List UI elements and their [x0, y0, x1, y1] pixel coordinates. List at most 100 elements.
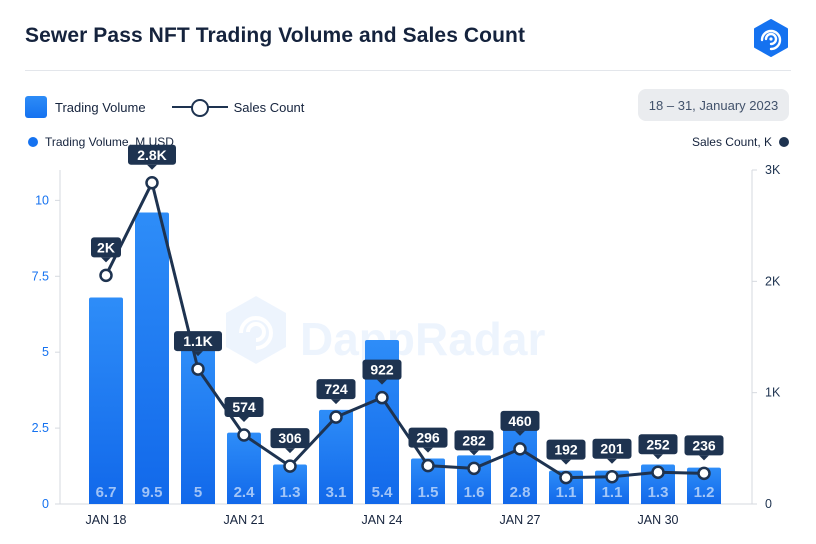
volume-bar-label: 2.4	[234, 484, 256, 501]
volume-bar-label: 1.5	[418, 484, 439, 501]
sales-data-label: 201	[600, 441, 624, 457]
sales-label-box	[128, 144, 176, 165]
sales-label-pointer	[423, 447, 433, 453]
chart-title: Sewer Pass NFT Trading Volume and Sales …	[25, 24, 526, 47]
sales-label-box	[91, 237, 121, 258]
sales-point	[421, 458, 435, 473]
volume-bar	[549, 470, 583, 504]
volume-bar-label: 1.2	[694, 484, 715, 501]
sales-label-pointer	[607, 458, 617, 464]
sales-label-pointer	[147, 164, 157, 170]
sales-label-box	[408, 427, 448, 448]
x-tick-label: JAN 24	[362, 513, 403, 527]
volume-bar	[503, 415, 537, 504]
chart-legend: Trading Volume Sales Count	[25, 96, 304, 118]
sales-data-label: 296	[416, 430, 440, 446]
sales-label-pointer	[101, 257, 111, 263]
x-tick-label: JAN 21	[224, 513, 265, 527]
sales-label-pointer	[377, 379, 387, 385]
right-tick-label: 0	[765, 497, 772, 511]
sales-label-pointer	[653, 454, 663, 460]
sales-point	[697, 466, 711, 481]
sales-point	[329, 410, 343, 424]
date-range-button[interactable]: 18 – 31, January 2023	[638, 89, 789, 121]
sales-label-box	[684, 435, 724, 456]
volume-bar-label: 1.1	[602, 484, 623, 501]
sales-line	[104, 181, 705, 480]
volume-bar	[89, 297, 123, 504]
volume-bar	[181, 349, 215, 504]
volume-bar	[273, 464, 307, 504]
right-tick-label: 2K	[765, 274, 781, 288]
sales-point	[283, 459, 297, 473]
sales-point	[605, 469, 619, 484]
sales-label-box	[546, 439, 586, 460]
legend-volume-label: Trading Volume	[55, 99, 146, 115]
sales-label-pointer	[285, 448, 295, 454]
left-tick-label: 7.5	[32, 269, 49, 283]
sales-label-box	[638, 434, 678, 455]
volume-bar-label: 1.3	[280, 484, 301, 501]
sales-data-label: 282	[462, 432, 486, 448]
volume-bar	[319, 409, 353, 504]
volume-bar	[595, 470, 629, 504]
watermark-text: DappRadar	[300, 313, 545, 365]
sales-point	[651, 465, 665, 480]
sales-point	[237, 428, 251, 442]
sales-point	[559, 470, 573, 485]
sales-data-label: 724	[324, 381, 348, 397]
volume-bar-label: 3.1	[326, 484, 347, 501]
sales-label-box	[592, 438, 632, 459]
volume-bar-label: 6.7	[96, 484, 117, 501]
sales-point	[191, 362, 205, 376]
sales-data-label: 1.1K	[183, 333, 213, 349]
sales-label-box	[224, 396, 264, 417]
volume-bar-label: 1.3	[648, 484, 669, 501]
volume-bar-label: 9.5	[142, 484, 163, 501]
volume-bar-label: 1.6	[464, 484, 485, 501]
left-tick-label: 2.5	[32, 421, 49, 435]
sales-data-label: 460	[508, 413, 532, 429]
volume-bar-label: 2.8	[510, 484, 531, 501]
sales-label-pointer	[239, 416, 249, 422]
sales-point	[467, 461, 481, 476]
x-tick-label: JAN 18	[86, 513, 127, 527]
right-axis-unit-label: Sales Count, K	[691, 135, 772, 149]
sales-label-pointer	[193, 351, 203, 357]
legend-sales-label: Sales Count	[233, 99, 305, 115]
volume-bar	[365, 340, 399, 504]
sales-data-label: 236	[692, 437, 716, 453]
sales-label-box	[500, 410, 540, 431]
dappradar-logo-icon	[754, 19, 788, 57]
left-tick-label: 0	[42, 497, 49, 511]
volume-bar-label: 5	[194, 484, 202, 501]
left-tick-label: 10	[35, 193, 49, 207]
x-tick-label: JAN 27	[500, 513, 541, 527]
sales-label-pointer	[331, 399, 341, 405]
sales-data-label: 574	[232, 399, 256, 415]
legend-line-swatch	[171, 97, 228, 117]
volume-bar	[227, 432, 261, 504]
sales-label-pointer	[561, 459, 571, 465]
x-tick-label: JAN 30	[638, 513, 679, 527]
sales-label-box	[362, 359, 402, 380]
sales-data-label: 192	[554, 442, 578, 458]
sales-point	[513, 442, 527, 456]
header-divider	[25, 70, 791, 71]
sales-label-box	[174, 331, 222, 352]
left-tick-label: 5	[42, 345, 49, 359]
sales-label-box	[270, 428, 310, 449]
sales-label-box	[454, 430, 494, 451]
sales-data-label: 252	[646, 436, 670, 452]
sales-point	[145, 176, 159, 190]
sales-data-label: 306	[278, 430, 302, 446]
sales-label-pointer	[515, 430, 525, 436]
sales-dot-icon	[779, 137, 789, 147]
sales-data-label: 922	[370, 362, 394, 378]
right-tick-label: 3K	[765, 163, 781, 177]
volume-bar	[411, 458, 445, 504]
sales-label-box	[316, 379, 356, 400]
volume-bar	[687, 467, 721, 504]
